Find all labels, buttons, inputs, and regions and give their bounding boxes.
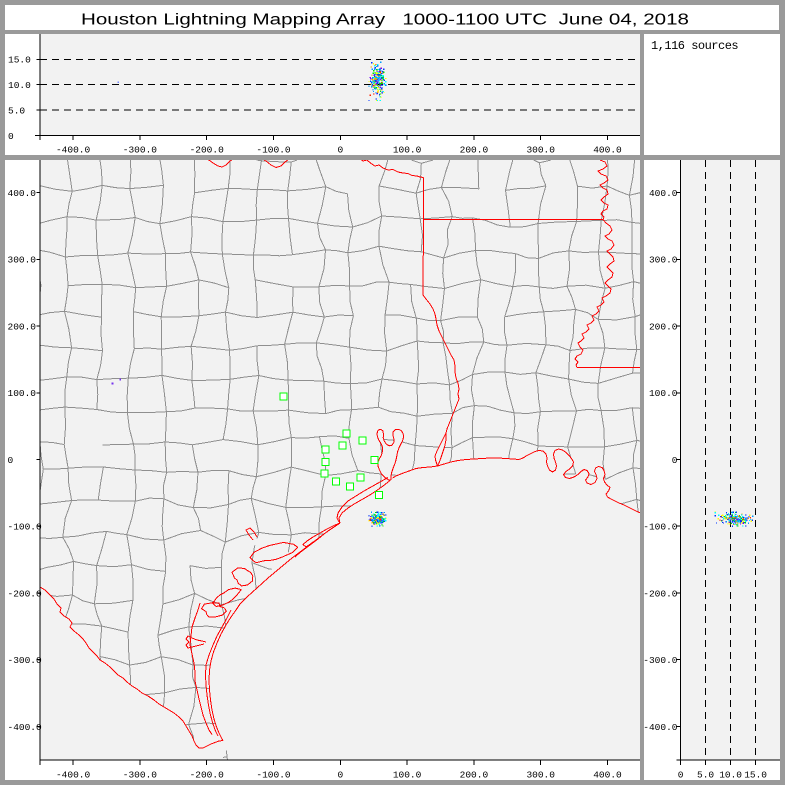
svg-text:-100.0: -100.0 (8, 522, 43, 533)
svg-text:-400.0: -400.0 (8, 722, 43, 733)
svg-text:-100.0: -100.0 (644, 522, 678, 533)
svg-text:-200.0: -200.0 (644, 588, 678, 599)
svg-text:5.0: 5.0 (8, 106, 25, 117)
svg-text:-400.0: -400.0 (56, 145, 91, 156)
svg-text:100.0: 100.0 (8, 388, 37, 399)
svg-text:400.0: 400.0 (593, 145, 622, 156)
svg-text:-300.0: -300.0 (8, 655, 43, 666)
svg-text:-400.0: -400.0 (644, 722, 678, 733)
svg-text:400.0: 400.0 (593, 770, 622, 781)
svg-text:200.0: 200.0 (649, 321, 678, 332)
svg-text:100.0: 100.0 (393, 145, 422, 156)
svg-text:5.0: 5.0 (697, 770, 714, 781)
svg-text:1,116 sources: 1,116 sources (651, 39, 738, 53)
svg-text:-100.0: -100.0 (256, 145, 291, 156)
svg-text:300.0: 300.0 (8, 255, 37, 266)
svg-text:Houston Lightning Mapping Arra: Houston Lightning Mapping Array 1000-110… (81, 11, 689, 28)
svg-text:100.0: 100.0 (649, 388, 678, 399)
svg-text:10.0: 10.0 (8, 80, 31, 91)
svg-text:-300.0: -300.0 (123, 145, 158, 156)
svg-text:-200.0: -200.0 (190, 770, 225, 781)
svg-text:-200.0: -200.0 (190, 145, 225, 156)
svg-text:0: 0 (337, 145, 343, 156)
svg-text:15.0: 15.0 (744, 770, 767, 781)
svg-text:0: 0 (672, 455, 678, 466)
svg-text:15.0: 15.0 (8, 55, 31, 66)
svg-text:10.0: 10.0 (719, 770, 742, 781)
svg-text:-300.0: -300.0 (123, 770, 158, 781)
svg-text:400.0: 400.0 (649, 188, 678, 199)
svg-text:300.0: 300.0 (649, 255, 678, 266)
svg-text:-300.0: -300.0 (644, 655, 678, 666)
svg-text:0: 0 (337, 770, 343, 781)
svg-text:300.0: 300.0 (526, 770, 555, 781)
svg-text:200.0: 200.0 (8, 321, 37, 332)
svg-text:300.0: 300.0 (526, 145, 555, 156)
svg-text:200.0: 200.0 (460, 145, 489, 156)
svg-text:400.0: 400.0 (8, 188, 37, 199)
svg-text:-100.0: -100.0 (256, 770, 291, 781)
svg-text:0: 0 (678, 770, 684, 781)
svg-text:0: 0 (8, 131, 14, 142)
svg-text:-400.0: -400.0 (56, 770, 91, 781)
svg-text:100.0: 100.0 (393, 770, 422, 781)
svg-text:200.0: 200.0 (460, 770, 489, 781)
svg-text:0: 0 (8, 455, 14, 466)
svg-text:-200.0: -200.0 (8, 588, 43, 599)
